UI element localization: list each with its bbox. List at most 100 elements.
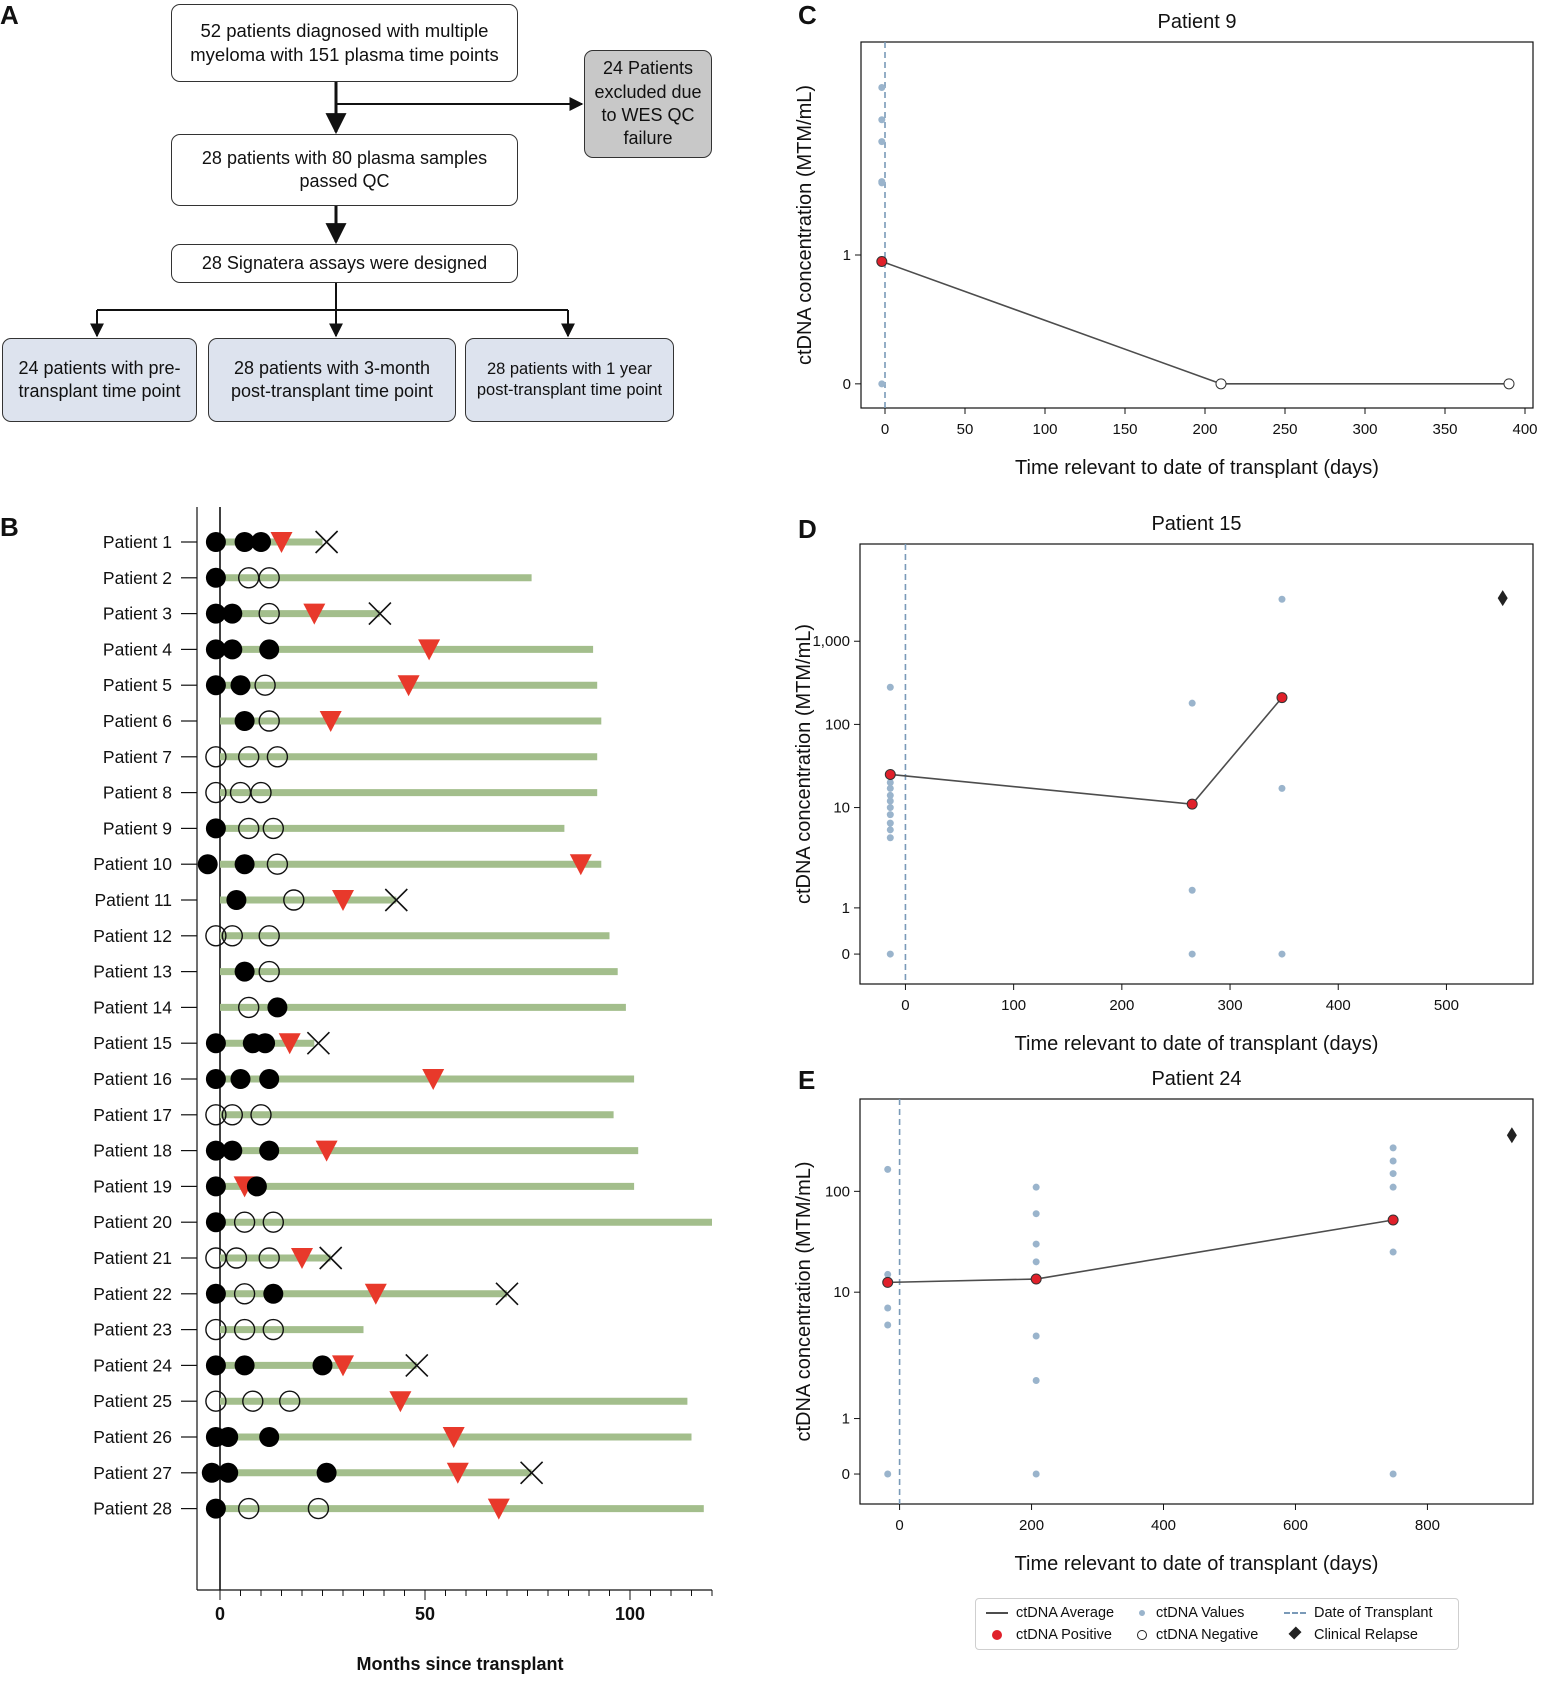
x-tick-label: 400 bbox=[1326, 997, 1351, 1014]
patient-label: Patient 19 bbox=[93, 1176, 172, 1196]
ctdna-value-dot bbox=[878, 84, 886, 92]
legend-average: ctDNA Average bbox=[984, 1605, 1114, 1621]
legend-relapse-label: Clinical Relapse bbox=[1314, 1627, 1418, 1643]
y-tick-label: 1 bbox=[842, 900, 850, 917]
patient-label: Patient 3 bbox=[103, 604, 172, 624]
clinical-relapse-marker bbox=[1506, 1127, 1517, 1144]
patient-24-chart: Patient 24 0 200 400 600 800 0 1 10 100 Time relev… bbox=[793, 1068, 1534, 1575]
ctdna-positive-point bbox=[1387, 1214, 1399, 1226]
legend-negative: ctDNA Negative bbox=[1136, 1627, 1258, 1643]
x-tick-label: 800 bbox=[1415, 1517, 1440, 1534]
ctdna-negative-point bbox=[1503, 378, 1515, 390]
x-tick-label: 500 bbox=[1434, 997, 1459, 1014]
ctdna-positive-circle bbox=[230, 675, 251, 696]
panel-letter-d: D bbox=[798, 514, 817, 544]
relapse-triangle bbox=[291, 1248, 313, 1269]
clinical-relapse-marker bbox=[1497, 590, 1508, 607]
ctdna-value-dot bbox=[878, 116, 886, 124]
x-tick-label: 0 bbox=[895, 1517, 903, 1534]
ctdna-positive-circle bbox=[259, 639, 280, 660]
ctdna-negative-circle bbox=[262, 1318, 284, 1341]
ctdna-positive-circle bbox=[234, 532, 255, 552]
ctdna-positive-circle bbox=[218, 1427, 239, 1447]
ctdna-positive-circle bbox=[234, 961, 255, 982]
y-tick-label: 1 bbox=[843, 247, 851, 264]
patient-label: Patient 2 bbox=[103, 568, 172, 588]
ctdna-positive-circle bbox=[205, 1140, 226, 1161]
y-tick-label: 100 bbox=[825, 1183, 850, 1200]
ctdna-positive-circle bbox=[218, 1462, 239, 1483]
patient-label: Patient 27 bbox=[93, 1463, 172, 1483]
plot-frame bbox=[859, 1098, 1534, 1505]
death-marker bbox=[315, 530, 339, 554]
legend-positive-label: ctDNA Positive bbox=[1016, 1627, 1112, 1643]
ctdna-value-dot bbox=[1389, 1170, 1397, 1178]
patient-label: Patient 28 bbox=[93, 1499, 172, 1519]
patient-label: Patient 24 bbox=[93, 1355, 172, 1375]
ctdna-positive-circle bbox=[234, 1355, 255, 1376]
ctdna-positive-circle bbox=[205, 1498, 226, 1519]
patient-label: Patient 21 bbox=[93, 1248, 172, 1268]
flowchart-connectors bbox=[90, 82, 584, 338]
relapse-triangle bbox=[487, 1498, 510, 1520]
ctdna-negative-circle bbox=[258, 602, 280, 625]
ctdna-positive-circle bbox=[234, 711, 255, 731]
patient-label: Patient 1 bbox=[103, 532, 172, 552]
ctdna-negative-circle bbox=[237, 817, 260, 840]
ctdna-negative-circle bbox=[233, 1211, 256, 1233]
x-tick-label: 300 bbox=[1352, 421, 1377, 438]
ctdna-positive-circle bbox=[259, 1069, 280, 1089]
ctdna-negative-circle bbox=[266, 853, 289, 875]
patient-label: Patient 26 bbox=[93, 1427, 172, 1447]
ctdna-negative-circle bbox=[233, 1283, 256, 1305]
y-tick-label: 0 bbox=[842, 946, 850, 963]
x-axis-title: Time relevant to date of transplant (day… bbox=[1015, 1553, 1379, 1575]
x-tick-label: 200 bbox=[1019, 1517, 1044, 1534]
ctdna-positive-circle bbox=[251, 532, 271, 552]
ctdna-positive-circle bbox=[267, 997, 288, 1018]
ctdna-value-dot bbox=[884, 1304, 892, 1312]
ctdna-positive-point bbox=[882, 1276, 894, 1288]
patient-label: Patient 18 bbox=[93, 1141, 172, 1161]
ctdna-value-dot bbox=[1032, 1240, 1040, 1248]
ctdna-positive-circle bbox=[205, 532, 226, 552]
patient-label: Patient 13 bbox=[93, 962, 172, 982]
chart-title: Patient 24 bbox=[1151, 1068, 1241, 1090]
ctdna-negative-circle bbox=[205, 1104, 227, 1126]
legend-values-label: ctDNA Values bbox=[1156, 1605, 1245, 1621]
legend-average-label: ctDNA Average bbox=[1016, 1605, 1115, 1621]
panel-letter-c: C bbox=[798, 0, 817, 30]
relapse-triangle bbox=[442, 1427, 465, 1448]
y-axis-title: ctDNA concentration (MTM/mL) bbox=[794, 85, 816, 365]
ctdna-negative-circle bbox=[266, 746, 289, 768]
patient-label: Patient 10 bbox=[93, 854, 172, 874]
ctdna-average-line bbox=[881, 260, 1509, 385]
patient-label: Patient 5 bbox=[103, 675, 172, 695]
relapse-triangle bbox=[332, 1355, 354, 1377]
panel-letter-e: E bbox=[798, 1065, 816, 1095]
patient-label: Patient 6 bbox=[103, 711, 172, 731]
plot-frame bbox=[859, 543, 1534, 985]
legend-relapse: Clinical Relapse bbox=[1282, 1626, 1418, 1643]
patient-label: Patient 22 bbox=[93, 1284, 172, 1304]
ctdna-value-dot bbox=[884, 1270, 892, 1278]
ctdna-value-dot bbox=[1188, 699, 1196, 707]
ctdna-value-dot bbox=[886, 826, 894, 834]
y-tick-label: 10 bbox=[833, 800, 850, 817]
ctdna-positive-circle bbox=[316, 1462, 337, 1483]
ctdna-value-dot bbox=[1389, 1248, 1397, 1256]
ctdna-positive-circle bbox=[230, 1069, 251, 1089]
ctdna-value-dot bbox=[1389, 1144, 1397, 1152]
ctdna-value-dot bbox=[1032, 1377, 1040, 1385]
patient-label: Patient 12 bbox=[93, 926, 172, 946]
ctdna-positive-circle bbox=[246, 1176, 267, 1197]
death-marker bbox=[306, 1031, 330, 1055]
relapse-triangle bbox=[278, 1033, 301, 1055]
ctdna-positive-point bbox=[1276, 692, 1288, 704]
ctdna-negative-circle bbox=[221, 1104, 244, 1126]
patient-label: Patient 9 bbox=[103, 818, 172, 838]
ctdna-negative-circle bbox=[262, 817, 284, 840]
relapse-triangle bbox=[332, 890, 354, 911]
ctdna-negative-circle bbox=[258, 960, 280, 983]
ctdna-value-dot bbox=[1188, 950, 1196, 958]
